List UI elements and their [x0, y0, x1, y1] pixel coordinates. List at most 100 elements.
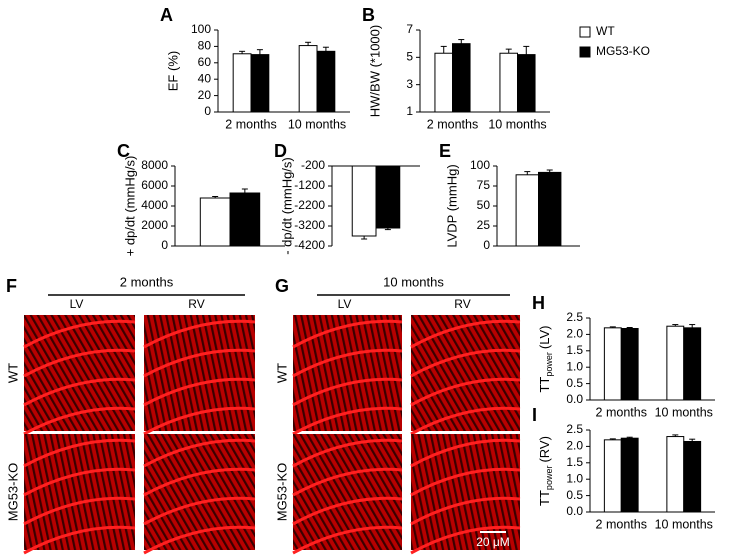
- y-tick-label: 0.5: [566, 376, 583, 390]
- bar: [683, 327, 702, 401]
- row-label: WT: [5, 363, 20, 383]
- y-tick-label: -3200: [294, 218, 325, 232]
- y-tick-label: 80: [198, 39, 212, 53]
- x-tick-label: 10 months: [288, 117, 346, 131]
- membrane: [292, 348, 403, 378]
- membrane: [410, 319, 521, 349]
- column-label: RV: [454, 297, 470, 311]
- bar: [515, 174, 540, 247]
- y-label-suffix: (RV): [537, 436, 552, 462]
- panel-label: D: [274, 141, 287, 161]
- membrane: [143, 377, 256, 407]
- y-tick-label: 60: [198, 55, 212, 69]
- y-tick-label: 6000: [141, 178, 168, 192]
- membrane: [23, 467, 136, 497]
- y-label-main: TT: [537, 377, 552, 393]
- membrane: [23, 525, 136, 555]
- x-tick-label: 2 months: [427, 117, 478, 131]
- y-tick-label: 0.0: [566, 504, 583, 518]
- bar: [517, 54, 536, 113]
- y-tick-label: 0.5: [566, 488, 583, 502]
- bar: [250, 54, 270, 113]
- y-tick-label: 2.0: [566, 439, 583, 453]
- micrograph-title: 2 months: [120, 274, 174, 289]
- membrane: [23, 377, 136, 407]
- y-axis-label: HW/BW (*1000): [367, 25, 382, 117]
- row-label: MG53-KO: [274, 463, 289, 522]
- membrane: [410, 496, 521, 526]
- membrane: [410, 467, 521, 497]
- panel-label: G: [275, 276, 289, 296]
- membrane: [292, 438, 403, 468]
- bar: [434, 52, 454, 113]
- membrane: [292, 525, 403, 555]
- y-tick-label: 1.5: [566, 455, 583, 469]
- y-label-main: TT: [537, 490, 552, 506]
- panel-label: H: [532, 293, 545, 313]
- bar: [375, 165, 401, 229]
- panel-label: B: [362, 5, 375, 25]
- membrane: [143, 348, 256, 378]
- panel-label: F: [6, 276, 17, 296]
- bar: [620, 327, 639, 401]
- y-tick-label: 1.5: [566, 343, 583, 357]
- bar: [351, 165, 377, 237]
- membrane: [23, 319, 136, 349]
- membrane: [292, 319, 403, 349]
- membrane: [410, 525, 521, 555]
- panel-label: C: [117, 141, 130, 161]
- y-tick-label: 0: [483, 238, 490, 252]
- panel-label: I: [532, 405, 537, 425]
- bar: [232, 53, 252, 113]
- bar: [229, 192, 261, 247]
- y-tick-label: -4200: [294, 238, 325, 252]
- y-tick-label: 5: [406, 50, 413, 64]
- membrane: [292, 406, 403, 436]
- y-axis-label: TTpower (RV): [537, 436, 554, 506]
- y-tick-label: 2000: [141, 218, 168, 232]
- bar: [603, 327, 622, 401]
- y-tick-label: 2.5: [566, 310, 583, 324]
- bar: [538, 171, 562, 247]
- legend-swatch: [579, 46, 591, 58]
- x-tick-label: 2 months: [225, 117, 276, 131]
- membrane: [410, 377, 521, 407]
- y-tick-label: 75: [477, 178, 491, 192]
- y-tick-label: 100: [191, 22, 211, 36]
- y-tick-label: 1: [406, 104, 413, 118]
- micrograph-title: 10 months: [383, 274, 444, 289]
- bar: [620, 437, 639, 513]
- y-axis-label: TTpower (LV): [537, 325, 554, 392]
- bar: [603, 439, 622, 513]
- membrane: [410, 406, 521, 436]
- bar: [298, 45, 318, 113]
- membrane: [143, 467, 256, 497]
- x-tick-label: 10 months: [488, 117, 546, 131]
- membrane: [143, 438, 256, 468]
- bar: [499, 52, 519, 113]
- y-label-suffix: (LV): [537, 325, 552, 349]
- membrane: [143, 496, 256, 526]
- membrane: [23, 348, 136, 378]
- panel-label: E: [439, 141, 451, 161]
- y-tick-label: 8000: [141, 158, 168, 172]
- bar: [316, 50, 336, 113]
- membrane: [23, 496, 136, 526]
- membrane: [143, 406, 256, 436]
- y-tick-label: -200: [301, 158, 325, 172]
- y-tick-label: 0: [204, 104, 211, 118]
- bar: [666, 436, 685, 513]
- y-tick-label: 4000: [141, 198, 168, 212]
- membrane: [292, 496, 403, 526]
- row-label: MG53-KO: [5, 463, 20, 522]
- y-tick-label: 1.0: [566, 359, 583, 373]
- membrane: [410, 348, 521, 378]
- column-label: LV: [70, 297, 84, 311]
- membrane: [23, 438, 136, 468]
- x-tick-label: 2 months: [596, 405, 647, 419]
- y-axis-label: - dp/dt (mmHg/s): [279, 157, 294, 255]
- y-axis-label: + dp/dt (mmHg/s): [122, 156, 137, 257]
- x-tick-label: 10 months: [655, 405, 713, 419]
- membrane: [410, 438, 521, 468]
- legend-swatch: [579, 26, 591, 38]
